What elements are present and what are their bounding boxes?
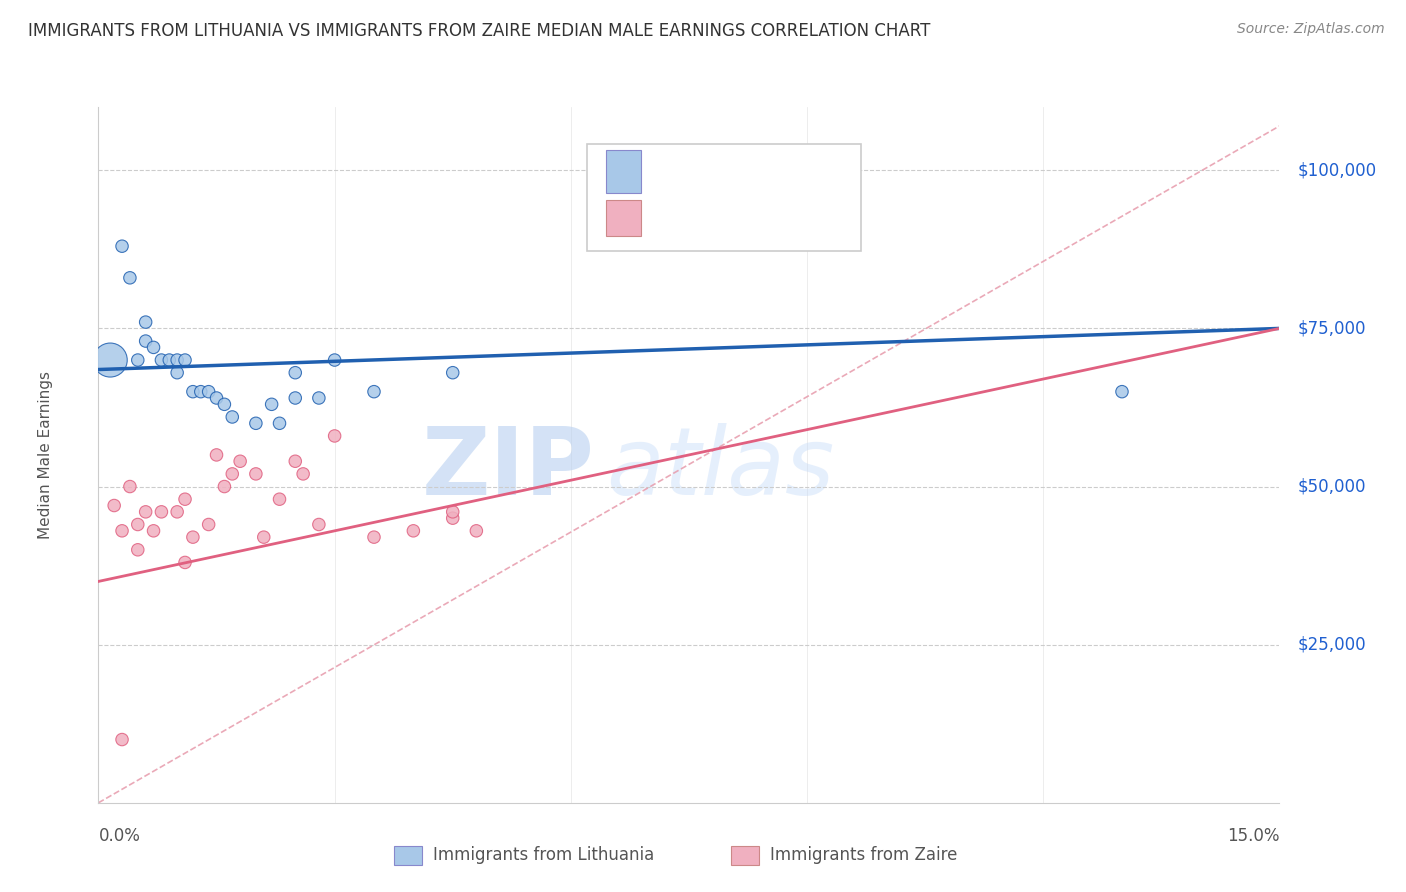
Text: R = 0.067   N = 28: R = 0.067 N = 28 — [652, 162, 837, 180]
Point — [157, 353, 180, 368]
Point — [174, 556, 197, 570]
Point — [465, 524, 488, 538]
Point — [253, 530, 276, 544]
Text: $25,000: $25,000 — [1298, 636, 1365, 654]
Point — [292, 467, 315, 481]
Point — [229, 454, 252, 468]
Point — [190, 384, 212, 399]
Point — [363, 530, 385, 544]
Point — [308, 517, 330, 532]
Point — [323, 353, 346, 368]
Point — [127, 517, 149, 532]
Point — [323, 429, 346, 443]
Text: Immigrants from Lithuania: Immigrants from Lithuania — [433, 847, 654, 864]
Point — [150, 505, 173, 519]
Point — [269, 492, 291, 507]
Text: Immigrants from Zaire: Immigrants from Zaire — [770, 847, 957, 864]
Text: R = 0.442   N = 29: R = 0.442 N = 29 — [652, 211, 837, 228]
Point — [363, 384, 385, 399]
Point — [221, 467, 243, 481]
Text: 15.0%: 15.0% — [1227, 827, 1279, 845]
Point — [441, 511, 464, 525]
Point — [284, 391, 307, 405]
Point — [197, 384, 219, 399]
Point — [308, 391, 330, 405]
Point — [135, 315, 157, 329]
Point — [166, 353, 188, 368]
Text: ZIP: ZIP — [422, 423, 595, 515]
Point — [166, 505, 188, 519]
Point — [118, 479, 141, 493]
Point — [111, 524, 134, 538]
Text: $100,000: $100,000 — [1298, 161, 1376, 179]
Text: $75,000: $75,000 — [1298, 319, 1365, 337]
Point — [214, 397, 236, 411]
Point — [284, 366, 307, 380]
Point — [197, 517, 219, 532]
Text: $50,000: $50,000 — [1298, 477, 1365, 496]
Point — [135, 334, 157, 348]
Text: 0.0%: 0.0% — [98, 827, 141, 845]
Point — [127, 353, 149, 368]
Text: Source: ZipAtlas.com: Source: ZipAtlas.com — [1237, 22, 1385, 37]
Point — [181, 384, 204, 399]
Text: IMMIGRANTS FROM LITHUANIA VS IMMIGRANTS FROM ZAIRE MEDIAN MALE EARNINGS CORRELAT: IMMIGRANTS FROM LITHUANIA VS IMMIGRANTS … — [28, 22, 931, 40]
Point — [1111, 384, 1133, 399]
Point — [150, 353, 173, 368]
Point — [111, 732, 134, 747]
Point — [142, 340, 165, 354]
Point — [284, 454, 307, 468]
Point — [166, 366, 188, 380]
Point — [205, 448, 228, 462]
Point — [127, 542, 149, 557]
Point — [402, 524, 425, 538]
Point — [269, 417, 291, 431]
Point — [174, 492, 197, 507]
Point — [98, 353, 121, 368]
Point — [245, 467, 267, 481]
Point — [142, 524, 165, 538]
Point — [103, 499, 125, 513]
Point — [214, 479, 236, 493]
Text: atlas: atlas — [606, 424, 835, 515]
Point — [181, 530, 204, 544]
Point — [111, 239, 134, 253]
Point — [118, 270, 141, 285]
Point — [245, 417, 267, 431]
Point — [174, 353, 197, 368]
Point — [441, 366, 464, 380]
Point — [205, 391, 228, 405]
Point — [260, 397, 283, 411]
Point — [135, 505, 157, 519]
Point — [221, 409, 243, 424]
Point — [441, 505, 464, 519]
Text: Median Male Earnings: Median Male Earnings — [38, 371, 53, 539]
